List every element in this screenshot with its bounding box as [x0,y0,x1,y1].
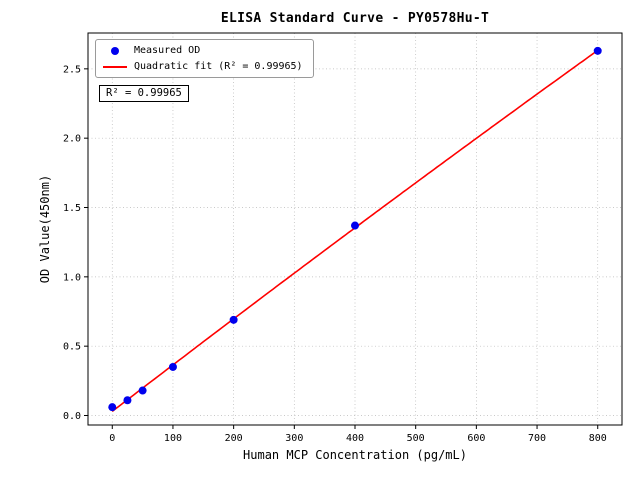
x-tick-label: 300 [285,433,303,444]
data-point [351,221,359,230]
data-point [593,46,602,55]
y-axis-label: OD Value(450nm) [38,174,52,284]
fit-line [111,49,599,413]
x-tick-label: 400 [346,433,364,444]
data-point [123,396,132,405]
x-tick-label: 0 [109,433,115,444]
y-tick-label: 1.0 [63,272,81,283]
y-tick-label: 2.5 [63,64,81,75]
data-point [168,362,177,371]
y-tick-label: 0.5 [63,342,81,353]
y-tick-label: 1.5 [63,203,81,214]
legend: Measured OD Quadratic fit (R² = 0.99965) [95,39,314,78]
legend-label-quadratic-fit: Quadratic fit (R² = 0.99965) [134,61,303,72]
y-tick-label: 2.0 [63,134,81,145]
data-point [138,386,147,395]
x-tick-label: 100 [164,433,182,444]
fit-line-icon [103,65,127,68]
x-tick-label: 500 [407,433,425,444]
legend-item-measured-od: Measured OD [103,45,303,56]
x-tick-label: 700 [528,433,546,444]
x-axis-label: Human MCP Concentration (pg/mL) [243,448,467,462]
r-squared-annotation: R² = 0.99965 [99,85,189,102]
data-point [229,315,238,324]
scatter-dot-icon [103,46,127,55]
data-point [108,403,117,412]
y-tick-label: 0.0 [63,411,81,422]
chart-title: ELISA Standard Curve - PY0578Hu-T [220,11,490,26]
x-tick-label: 600 [467,433,485,444]
x-tick-label: 200 [225,433,243,444]
legend-label-measured-od: Measured OD [134,45,201,56]
x-tick-label: 800 [589,433,607,444]
legend-item-quadratic-fit: Quadratic fit (R² = 0.99965) [103,61,303,72]
